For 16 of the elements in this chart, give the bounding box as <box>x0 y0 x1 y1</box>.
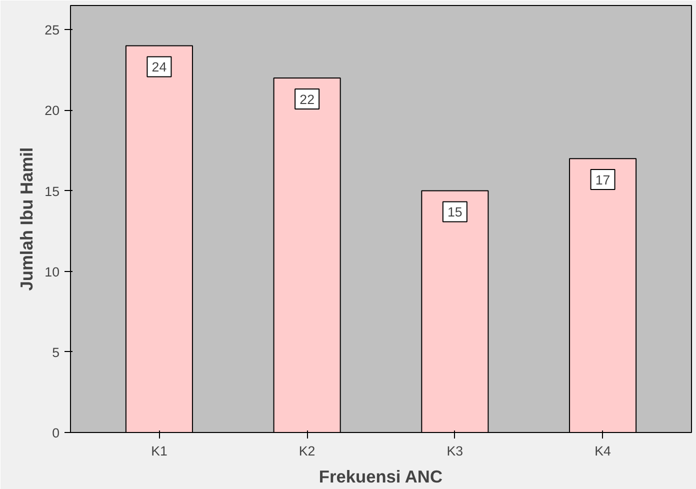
data-label: 15 <box>448 204 462 220</box>
data-label: 22 <box>300 92 314 107</box>
y-tick-label: 25 <box>44 22 60 38</box>
x-tick-label: K2 <box>298 444 316 458</box>
y-tick-label: 5 <box>52 344 60 360</box>
x-tick-label: K1 <box>151 444 168 458</box>
y-tick-label: 10 <box>44 264 60 280</box>
data-label: 24 <box>152 60 168 75</box>
x-tick-label: K3 <box>446 444 464 458</box>
y-tick-label: 20 <box>44 103 60 118</box>
x-tick-label: K4 <box>594 444 612 458</box>
y-tick-label: 15 <box>44 184 60 199</box>
data-label: 17 <box>595 172 610 188</box>
y-tick-label: 0 <box>52 426 60 440</box>
x-axis-title: Frekuensi ANC <box>318 466 443 486</box>
y-axis-title: Jumlah Ibu Hamil <box>16 147 37 291</box>
